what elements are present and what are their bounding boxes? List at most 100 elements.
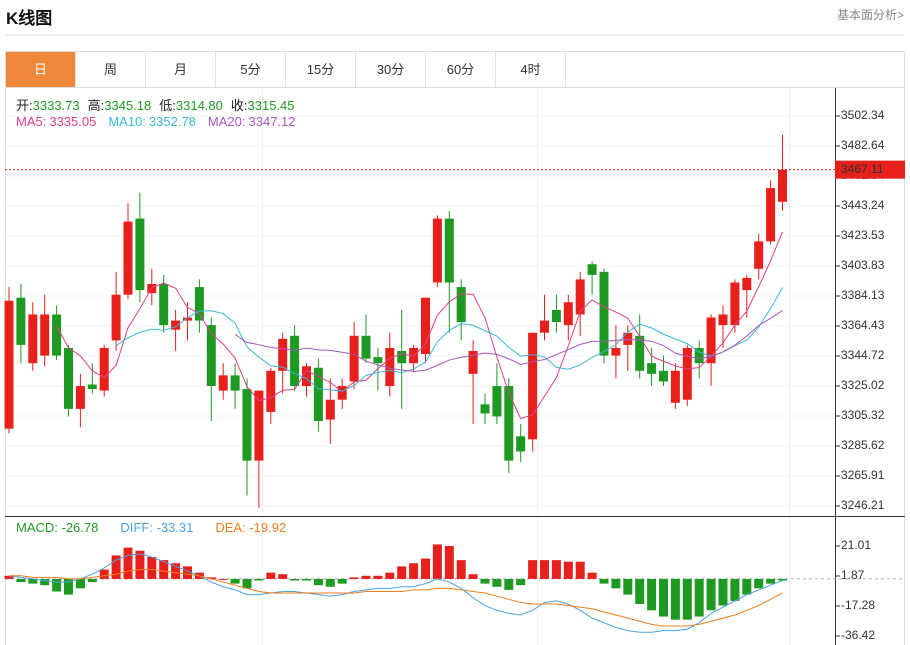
- candle-body: [361, 335, 371, 359]
- candle-body: [278, 338, 288, 371]
- legend-label: MA20:: [207, 114, 246, 129]
- macd-bar: [492, 578, 502, 587]
- y-tick-label: 3502.34: [841, 108, 885, 122]
- candle-body: [718, 314, 728, 326]
- candle-body: [266, 370, 276, 412]
- legend-value: -19.92: [249, 520, 287, 535]
- macd-bar: [456, 560, 466, 579]
- candle-body: [599, 271, 609, 356]
- candle-body: [659, 370, 668, 382]
- tab[interactable]: 15分: [286, 52, 356, 87]
- candle-body: [159, 284, 169, 326]
- tab[interactable]: 月: [146, 52, 216, 87]
- macd-bar: [290, 578, 300, 581]
- macd-bar: [766, 578, 776, 584]
- macd-bar: [670, 578, 680, 620]
- macd-bar: [183, 566, 192, 579]
- macd-bar: [742, 578, 752, 595]
- y-tick-label: 1.87: [841, 568, 865, 582]
- macd-bar: [421, 558, 430, 579]
- macd-bar: [682, 578, 692, 620]
- macd-bar: [218, 578, 228, 580]
- macd-bar: [325, 578, 335, 587]
- candle-body: [16, 297, 26, 345]
- dea-line: [9, 569, 783, 627]
- fundamental-link[interactable]: 基本面分析>: [836, 8, 904, 22]
- macd-bar: [587, 572, 597, 579]
- y-tick-label: 3403.83: [841, 258, 885, 272]
- candle-body: [87, 384, 97, 390]
- tab[interactable]: 周: [76, 52, 146, 87]
- candle-body: [730, 282, 740, 326]
- candle-body: [635, 335, 645, 371]
- tab[interactable]: 4时: [496, 52, 566, 87]
- ma-line: [56, 231, 783, 420]
- y-tick-label: 3364.43: [841, 318, 885, 332]
- legend-label: 高:: [87, 98, 105, 113]
- candle-body: [171, 320, 181, 330]
- candle-body: [587, 264, 597, 275]
- legend-label: MA5:: [16, 114, 47, 129]
- candle-body: [40, 314, 50, 356]
- candle-body: [623, 332, 633, 345]
- macd-bar: [528, 560, 538, 579]
- candle-body: [492, 386, 502, 417]
- legend-value: 3314.80: [175, 98, 223, 113]
- ma-line: [234, 310, 783, 372]
- candle-body: [575, 279, 585, 315]
- macd-bar: [468, 574, 478, 579]
- macd-bar: [432, 544, 442, 579]
- candle-body: [480, 404, 490, 414]
- macd-bar: [254, 578, 264, 581]
- legend-value: 3347.12: [248, 114, 296, 129]
- candle-body: [75, 386, 85, 409]
- tab[interactable]: 60分: [426, 52, 496, 87]
- y-tick-label: 3285.62: [841, 438, 885, 452]
- macd-bar: [778, 578, 787, 581]
- macd-bar: [278, 574, 288, 579]
- macd-bar: [28, 578, 38, 584]
- candle-body: [694, 347, 704, 364]
- candle-body: [682, 347, 692, 400]
- candle-body: [254, 390, 264, 461]
- macd-bar: [87, 578, 97, 583]
- y-tick-label: 3344.72: [841, 348, 885, 362]
- macd-bar: [730, 578, 740, 601]
- legend-value: 3315.45: [247, 98, 295, 113]
- macd-bar: [504, 578, 514, 590]
- candle-body: [778, 169, 787, 202]
- y-tick-label: 3305.32: [841, 408, 885, 422]
- candle-body: [242, 389, 252, 461]
- candle-body: [397, 351, 407, 364]
- legend-value: 3345.18: [104, 98, 152, 113]
- candle-body: [563, 302, 573, 326]
- y-tick-label: 3423.53: [841, 228, 885, 242]
- macd-bar: [754, 578, 764, 589]
- macd-bar: [599, 578, 609, 584]
- tab[interactable]: 30分: [356, 52, 426, 87]
- y-tick-label: -36.42: [841, 628, 875, 642]
- macd-bar: [516, 578, 526, 586]
- legend-value: 3335.05: [49, 114, 97, 129]
- tab[interactable]: 5分: [216, 52, 286, 87]
- macd-bar: [563, 561, 573, 579]
- y-tick-label: 3246.21: [841, 498, 885, 512]
- tab[interactable]: 日: [6, 52, 76, 87]
- macd-bar: [373, 575, 383, 579]
- macd-bar: [575, 561, 585, 579]
- candle-body: [111, 294, 121, 341]
- macd-bar: [635, 578, 645, 605]
- ma-legend: MA5: 3335.05 MA10: 3352.78 MA20: 3347.12: [16, 114, 308, 129]
- macd-bar: [385, 572, 395, 579]
- candle-body: [551, 309, 561, 323]
- last-price-box: [835, 160, 905, 179]
- ma-line: [115, 287, 783, 392]
- candle-body: [504, 386, 514, 461]
- macd-bar: [540, 560, 549, 579]
- macd-bar: [337, 578, 347, 584]
- legend-value: 3352.78: [148, 114, 196, 129]
- candle-body: [52, 314, 62, 356]
- candle-body: [302, 366, 311, 387]
- candle-body: [742, 277, 752, 291]
